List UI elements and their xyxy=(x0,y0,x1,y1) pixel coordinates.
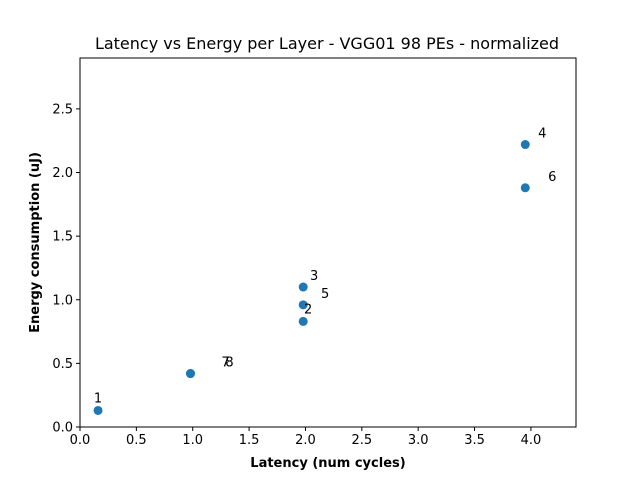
data-point xyxy=(520,140,530,150)
x-tick-label: 2.0 xyxy=(295,433,316,448)
x-tick-label: 3.0 xyxy=(408,433,429,448)
data-point xyxy=(520,183,530,193)
point-label: 8 xyxy=(225,356,233,371)
data-point xyxy=(298,282,308,292)
y-tick-label: 2.5 xyxy=(52,102,73,117)
y-axis-label: Energy consumption (uJ) xyxy=(28,152,43,333)
point-label: 3 xyxy=(310,269,318,284)
x-tick-label: 1.5 xyxy=(239,433,260,448)
x-axis-label: Latency (num cycles) xyxy=(250,456,405,471)
point-label: 1 xyxy=(94,391,102,406)
point-label: 5 xyxy=(321,287,329,302)
chart-title: Latency vs Energy per Layer - VGG01 98 P… xyxy=(95,34,559,53)
x-tick-label: 3.5 xyxy=(464,433,485,448)
y-tick-label: 2.0 xyxy=(52,166,73,181)
y-tick-label: 1.0 xyxy=(52,293,73,308)
data-point xyxy=(185,369,195,379)
x-tick-label: 4.0 xyxy=(521,433,542,448)
point-label: 2 xyxy=(304,302,312,317)
x-tick-label: 0.5 xyxy=(126,433,147,448)
data-point xyxy=(93,405,103,415)
x-tick-label: 0.0 xyxy=(70,433,91,448)
point-label: 7 xyxy=(221,356,229,371)
point-label: 4 xyxy=(538,127,546,142)
x-tick-label: 2.5 xyxy=(351,433,372,448)
data-point xyxy=(298,300,308,310)
data-point xyxy=(298,316,308,326)
y-tick-label: 0.5 xyxy=(52,357,73,372)
point-label: 6 xyxy=(548,170,556,185)
axes-frame xyxy=(79,57,577,428)
plot-area: 0.0 0.5 1.0 1.5 2.0 2.5 3.0 3.5 4.0 0.0 0.5 1.0 1.5 2… xyxy=(52,102,556,448)
x-tick-label: 1.0 xyxy=(182,433,203,448)
y-tick-label: 0.0 xyxy=(52,421,73,436)
y-tick-label: 1.5 xyxy=(52,230,73,245)
